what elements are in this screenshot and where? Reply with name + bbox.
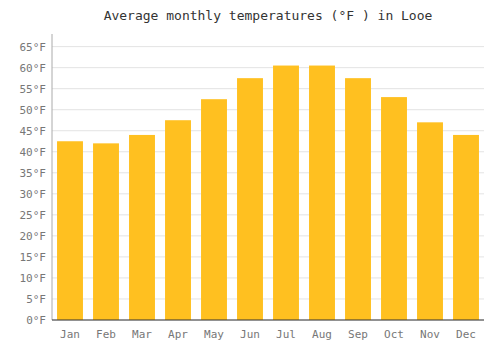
- x-tick-label: Nov: [420, 328, 440, 341]
- x-tick-label: Jun: [240, 328, 260, 341]
- bar: [57, 141, 83, 320]
- y-tick-label: 0°F: [26, 314, 46, 327]
- y-tick-label: 30°F: [20, 188, 47, 201]
- y-tick-label: 5°F: [26, 293, 46, 306]
- x-axis-line: [52, 320, 484, 321]
- chart: Average monthly temperatures (°F ) in Lo…: [0, 0, 500, 350]
- bar: [273, 66, 299, 320]
- y-tick-label: 15°F: [20, 251, 47, 264]
- x-tick-label: May: [204, 328, 224, 341]
- bar: [237, 78, 263, 320]
- x-tick-label: Feb: [96, 328, 116, 341]
- grid-line: [52, 67, 484, 68]
- y-tick-label: 10°F: [20, 272, 47, 285]
- x-tick-label: Sep: [348, 328, 368, 341]
- y-tick-label: 50°F: [20, 104, 47, 117]
- x-tick-label: Apr: [168, 328, 188, 341]
- y-tick-label: 45°F: [20, 125, 47, 138]
- bar: [309, 66, 335, 320]
- y-tick-label: 60°F: [20, 62, 47, 75]
- bar: [345, 78, 371, 320]
- grid-line: [52, 109, 484, 110]
- bar: [417, 122, 443, 320]
- bar: [93, 143, 119, 320]
- bar: [381, 97, 407, 320]
- x-tick-label: Mar: [132, 328, 152, 341]
- bar: [201, 99, 227, 320]
- grid-line: [52, 88, 484, 89]
- x-tick-label: Dec: [456, 328, 476, 341]
- grid: [52, 47, 484, 320]
- chart-container: Average monthly temperatures (°F ) in Lo…: [0, 0, 500, 350]
- y-tick-label: 35°F: [20, 167, 47, 180]
- x-tick-label: Aug: [312, 328, 332, 341]
- bar: [165, 120, 191, 320]
- x-tick-label: Jul: [276, 328, 296, 341]
- x-tick-label: Oct: [384, 328, 404, 341]
- grid-line: [52, 46, 484, 47]
- y-tick-label: 65°F: [20, 41, 47, 54]
- y-axis-line: [52, 34, 53, 320]
- y-tick-label: 40°F: [20, 146, 47, 159]
- y-tick-label: 20°F: [20, 230, 47, 243]
- bar: [129, 135, 155, 320]
- y-tick-label: 25°F: [20, 209, 47, 222]
- bars: [57, 66, 479, 320]
- title: Average monthly temperatures (°F ) in Lo…: [104, 8, 433, 23]
- x-tick-label: Jan: [60, 328, 80, 341]
- bar: [453, 135, 479, 320]
- y-tick-label: 55°F: [20, 83, 47, 96]
- grid-line: [52, 320, 484, 321]
